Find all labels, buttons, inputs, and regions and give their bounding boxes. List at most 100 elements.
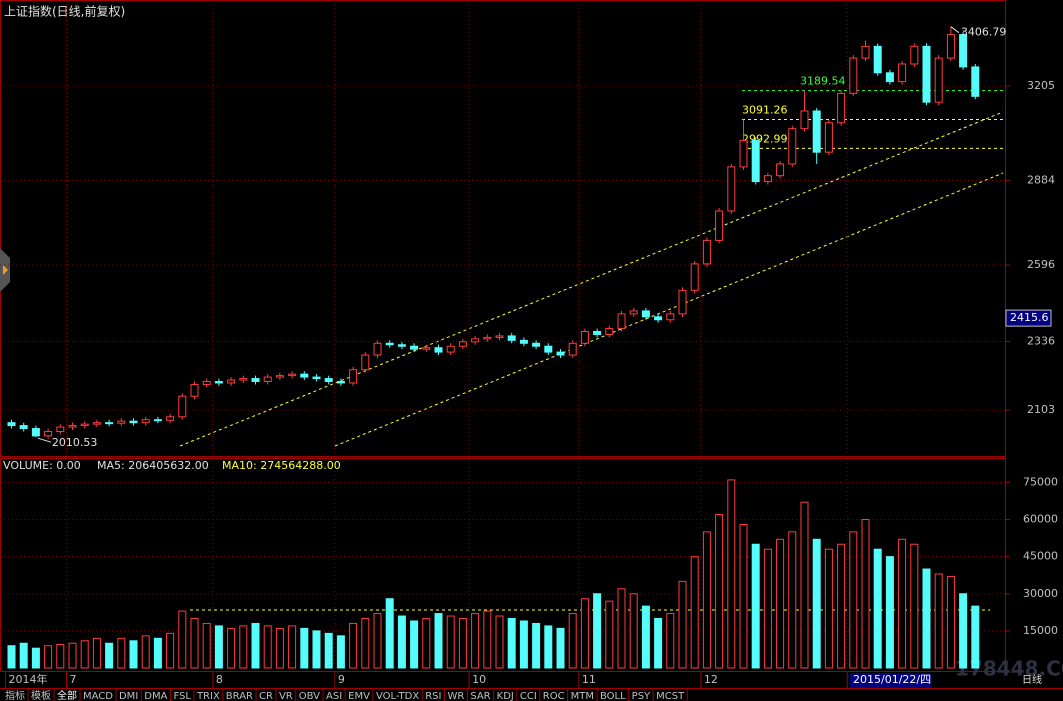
candle-body [105, 422, 114, 425]
volume-bar [788, 531, 797, 669]
candle-body [910, 45, 919, 65]
volume-header: VOLUME: 0.00 [3, 459, 81, 472]
tab[interactable]: MTM [571, 691, 594, 701]
candle-body [239, 378, 248, 381]
candle-body [190, 383, 199, 397]
tab[interactable]: PSY [632, 691, 651, 701]
low-arrow [37, 437, 52, 443]
tab[interactable]: 全部 [57, 689, 77, 701]
y-tick-label: 2336 [1027, 335, 1055, 348]
candle-body [605, 328, 614, 335]
x-tick-label: 12 [704, 673, 718, 686]
candle-body [44, 430, 53, 437]
y2-tick-label: 45000 [1023, 550, 1058, 563]
volume-bar [593, 593, 602, 669]
candle-body [593, 331, 602, 335]
candle-body [446, 345, 455, 353]
volume-bar [641, 605, 650, 669]
volume-bar [458, 618, 467, 669]
candle-body [117, 420, 126, 424]
candle-body [544, 345, 553, 353]
candle-body [410, 345, 419, 350]
y2-tick-label: 30000 [1023, 587, 1058, 600]
y2-tick-label: 75000 [1023, 475, 1058, 488]
volume-bar [80, 640, 89, 669]
tab[interactable]: FSL [173, 691, 191, 701]
level-label: 2992.99 [742, 132, 788, 145]
volume-bar [885, 556, 894, 669]
candle-body [873, 45, 882, 74]
x-tick-label: 2014年 [9, 672, 48, 686]
volume-bar [678, 580, 687, 669]
volume-bar [934, 573, 943, 669]
cursor-price: 2415.6 [1010, 311, 1049, 324]
tab[interactable]: MACD [83, 691, 113, 701]
volume-bar [812, 538, 821, 669]
volume-bar [507, 618, 516, 669]
volume-bar [568, 613, 577, 669]
candle-body [959, 34, 968, 68]
tab[interactable]: KDJ [497, 691, 514, 701]
tab[interactable]: BRAR [226, 691, 253, 701]
volume-bar [153, 637, 162, 669]
cursor-date-box [850, 673, 932, 688]
volume-bar [129, 640, 138, 669]
volume-bar [617, 588, 626, 669]
tab[interactable]: DMA [144, 691, 167, 701]
volume-bar [544, 625, 553, 669]
tab[interactable]: TRIX [196, 691, 220, 701]
tab[interactable]: CCI [520, 691, 537, 701]
volume-bar [7, 645, 16, 669]
tab[interactable]: DMI [119, 691, 138, 701]
candle-body [519, 339, 528, 344]
tab[interactable]: WR [447, 691, 464, 701]
tab[interactable]: OBV [299, 691, 320, 701]
candle-body [678, 289, 687, 315]
volume-bar [190, 618, 199, 669]
tab[interactable]: 指标 [5, 689, 25, 701]
candle-body [568, 342, 577, 356]
tab[interactable]: CR [259, 691, 273, 701]
tab[interactable]: RSI [425, 691, 441, 701]
y-tick-label: 2103 [1027, 403, 1055, 416]
high-label: 3406.79 [961, 26, 1007, 39]
period[interactable]: 日线 [1022, 673, 1042, 686]
candle-body [641, 310, 650, 318]
candle-body [19, 425, 28, 430]
tab[interactable]: ROC [543, 691, 565, 701]
tab[interactable]: 模板 [31, 689, 51, 701]
tab[interactable]: MCST [656, 691, 685, 701]
volume-bar [580, 598, 589, 669]
tab[interactable]: EMV [348, 691, 370, 701]
tab[interactable]: ASI [326, 691, 342, 701]
candle-body [690, 263, 699, 291]
tab[interactable]: VOL-TDX [376, 691, 419, 701]
candle-body [788, 128, 797, 165]
x-tick-label: 7 [70, 673, 77, 686]
volume-bar [910, 543, 919, 669]
volume-bar [422, 618, 431, 669]
candle-body [946, 34, 955, 59]
volume-bar [495, 615, 504, 669]
low-label: 2010.53 [52, 436, 98, 449]
candle-body [812, 110, 821, 153]
candle-body [275, 375, 284, 378]
volume-bar [532, 622, 541, 669]
volume-bar [605, 600, 614, 669]
tab[interactable]: VR [279, 691, 293, 701]
candle-body [153, 419, 162, 422]
candle-body [80, 423, 89, 427]
volume-bar [373, 613, 382, 669]
volume-bar [556, 627, 565, 669]
volume-bar [68, 642, 77, 669]
candle-body [349, 369, 358, 384]
volume-bar [824, 548, 833, 669]
volume-pane-border [0, 458, 1006, 672]
volume-bar [739, 523, 748, 669]
tab[interactable]: BOLL [600, 691, 626, 701]
candle-body [800, 110, 809, 130]
volume-bar [300, 627, 309, 669]
tab[interactable]: SAR [470, 691, 490, 701]
level-label: 3091.26 [742, 103, 788, 116]
candle-body [898, 63, 907, 83]
